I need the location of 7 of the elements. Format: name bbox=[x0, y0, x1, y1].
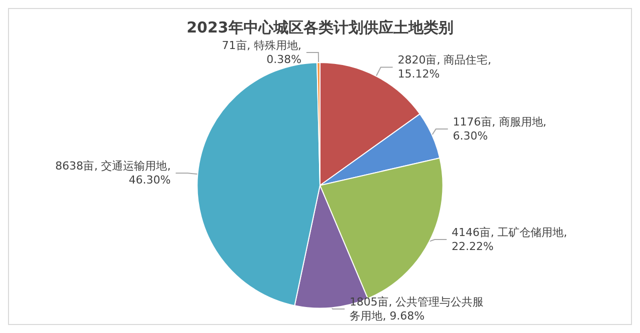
data-label: 1176亩, 商服用地, 6.30% bbox=[452, 116, 546, 143]
data-label: 4146亩, 工矿仓储用地, 22.22% bbox=[452, 226, 568, 254]
data-label: 1805亩, 公共管理与公共服务用地, 9.68% bbox=[350, 296, 484, 322]
data-label: 2820亩, 商品住宅, 15.12% bbox=[398, 54, 492, 81]
chart-title: 2023年中心城区各类计划供应土地类别 bbox=[186, 18, 454, 36]
data-label: 71亩, 特殊用地, 0.38% bbox=[222, 39, 302, 66]
data-label: 8638亩, 交通运输用地, 46.30% bbox=[55, 160, 171, 187]
